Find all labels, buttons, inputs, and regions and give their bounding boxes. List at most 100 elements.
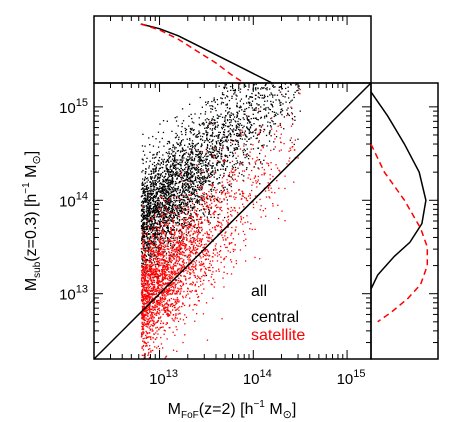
scatter-point-central bbox=[170, 160, 172, 162]
scatter-point-satellite bbox=[190, 255, 192, 257]
scatter-point-satellite bbox=[217, 224, 220, 226]
scatter-point-central bbox=[153, 188, 155, 190]
scatter-point-central bbox=[158, 197, 160, 200]
scatter-point-central bbox=[148, 246, 150, 249]
scatter-point-satellite bbox=[151, 296, 153, 298]
scatter-point-satellite bbox=[152, 277, 155, 279]
scatter-point-central bbox=[150, 170, 152, 172]
scatter-point-satellite bbox=[162, 326, 164, 328]
scatter-point-central bbox=[207, 168, 210, 170]
scatter-point-satellite bbox=[207, 254, 209, 256]
scatter-point-central bbox=[143, 191, 145, 193]
scatter-point-satellite bbox=[149, 297, 152, 299]
scatter-point-central bbox=[150, 190, 152, 192]
scatter-point-central bbox=[229, 161, 231, 164]
scatter-point-central bbox=[221, 123, 223, 126]
scatter-point-central bbox=[246, 127, 249, 129]
scatter-point-satellite bbox=[145, 311, 147, 313]
scatter-point-central bbox=[176, 161, 178, 163]
scatter-point-satellite bbox=[191, 243, 193, 245]
scatter-point-central bbox=[208, 151, 210, 153]
scatter-point-central bbox=[157, 174, 160, 176]
scatter-point-satellite bbox=[171, 235, 173, 237]
scatter-point-satellite bbox=[161, 270, 163, 272]
scatter-point-satellite bbox=[147, 326, 149, 328]
scatter-point-central bbox=[191, 117, 193, 120]
scatter-point-satellite bbox=[187, 267, 189, 269]
scatter-point-central bbox=[202, 162, 204, 164]
scatter-point-central bbox=[248, 106, 250, 109]
scatter-point-central bbox=[199, 132, 201, 134]
scatter-point-central bbox=[148, 227, 151, 229]
scatter-point-central bbox=[147, 195, 149, 197]
scatter-point-central bbox=[189, 217, 192, 219]
scatter-point-central bbox=[156, 173, 159, 175]
scatter-point-central bbox=[233, 149, 235, 152]
scatter-point-central bbox=[151, 176, 153, 178]
scatter-point-satellite bbox=[166, 303, 169, 305]
scatter-point-satellite bbox=[252, 181, 254, 184]
scatter-point-central bbox=[178, 175, 181, 177]
scatter-point-central bbox=[274, 123, 277, 125]
scatter-point-central bbox=[158, 187, 160, 189]
scatter-point-central bbox=[195, 150, 197, 152]
scatter-point-central bbox=[249, 126, 252, 128]
scatter-point-central bbox=[266, 125, 269, 127]
scatter-point-satellite bbox=[176, 254, 179, 256]
scatter-point-satellite bbox=[171, 246, 173, 249]
scatter-point-satellite bbox=[202, 252, 204, 254]
scatter-point-satellite bbox=[202, 274, 204, 277]
scatter-point-central bbox=[183, 224, 185, 226]
scatter-point-central bbox=[184, 164, 186, 166]
scatter-point-central bbox=[189, 127, 192, 130]
scatter-point-central bbox=[142, 266, 144, 268]
scatter-point-central bbox=[251, 100, 254, 102]
scatter-point-satellite bbox=[181, 257, 183, 260]
scatter-point-central bbox=[171, 210, 173, 212]
scatter-point-central bbox=[260, 116, 262, 118]
scatter-point-satellite bbox=[182, 260, 184, 262]
scatter-point-central bbox=[258, 141, 260, 143]
scatter-point-central bbox=[142, 201, 144, 203]
scatter-point-central bbox=[153, 194, 156, 197]
scatter-point-central bbox=[170, 173, 172, 175]
scatter-point-satellite bbox=[165, 288, 168, 290]
scatter-point-central bbox=[176, 211, 178, 213]
scatter-point-satellite bbox=[174, 301, 176, 303]
scatter-point-satellite bbox=[156, 312, 158, 314]
scatter-point-satellite bbox=[218, 200, 220, 202]
scatter-point-central bbox=[205, 158, 207, 160]
scatter-point-satellite bbox=[190, 251, 192, 253]
scatter-point-satellite bbox=[189, 259, 191, 261]
scatter-point-central bbox=[229, 124, 232, 126]
scatter-point-satellite bbox=[155, 327, 157, 329]
scatter-point-central bbox=[167, 207, 170, 209]
scatter-point-central bbox=[213, 99, 215, 101]
scatter-point-central bbox=[154, 233, 157, 235]
scatter-point-central bbox=[163, 225, 165, 227]
scatter-point-central bbox=[179, 151, 182, 153]
scatter-point-central bbox=[166, 164, 168, 166]
scatter-point-central bbox=[166, 216, 168, 219]
scatter-point-satellite bbox=[247, 195, 250, 197]
scatter-point-central bbox=[182, 182, 184, 185]
scatter-point-satellite bbox=[237, 175, 239, 177]
scatter-point-satellite bbox=[144, 269, 146, 271]
scatter-point-satellite bbox=[143, 255, 145, 257]
scatter-point-satellite bbox=[166, 274, 168, 276]
scatter-point-central bbox=[215, 149, 217, 151]
scatter-point-central bbox=[198, 178, 200, 180]
scatter-point-central bbox=[153, 227, 156, 229]
scatter-point-central bbox=[273, 111, 275, 113]
scatter-point-central bbox=[284, 96, 286, 98]
scatter-point-central bbox=[167, 155, 170, 157]
scatter-point-central bbox=[174, 175, 176, 177]
scatter-point-satellite bbox=[156, 251, 158, 253]
scatter-point-central bbox=[263, 96, 265, 98]
scatter-point-central bbox=[147, 215, 150, 217]
scatter-point-central bbox=[170, 174, 173, 176]
scatter-point-central bbox=[235, 140, 238, 142]
scatter-point-central bbox=[170, 192, 172, 194]
scatter-point-central bbox=[268, 132, 271, 134]
scatter-point-satellite bbox=[173, 263, 175, 265]
